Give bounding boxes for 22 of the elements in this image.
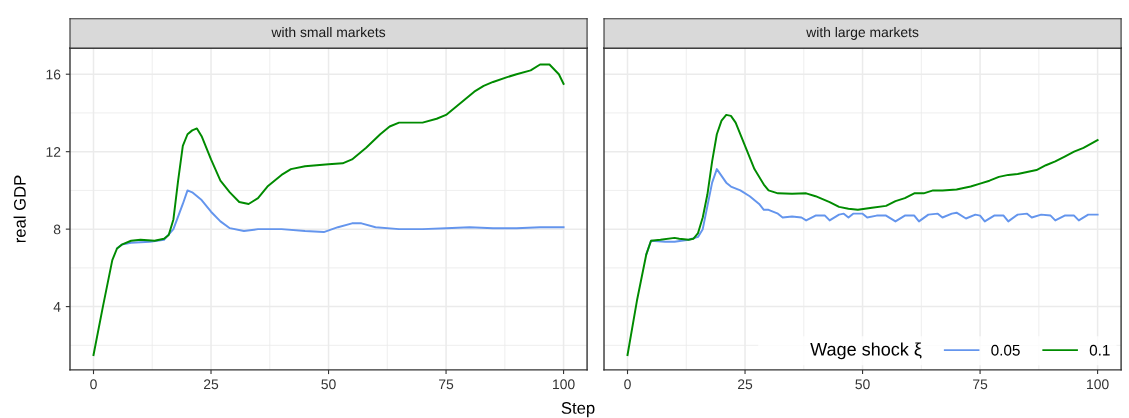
x-tick-label: 100 xyxy=(553,379,575,390)
y-tick-label: 4 xyxy=(53,302,61,312)
x-tick-label: 0 xyxy=(624,379,631,390)
y-tick-label: 16 xyxy=(46,69,61,80)
legend-label: 0.05 xyxy=(991,344,1020,356)
x-tick-label: 100 xyxy=(1087,379,1109,390)
line-series xyxy=(92,63,565,356)
x-tick-label: 50 xyxy=(855,379,870,390)
x-tick-label: 0 xyxy=(90,379,97,390)
x-tick-label: 75 xyxy=(439,379,454,390)
x-tick-label: 25 xyxy=(738,379,753,390)
chart-title: with large markets xyxy=(806,26,919,40)
chart-title: with small markets xyxy=(271,26,386,38)
x-tick-label: 50 xyxy=(321,379,336,390)
x-tick-label: 75 xyxy=(973,379,988,390)
legend-title: Wage shock ξ xyxy=(810,342,922,360)
x-axis-title: Step xyxy=(561,402,595,418)
x-tick-label: 25 xyxy=(204,379,219,390)
legend-label: 0.1 xyxy=(1089,344,1110,356)
y-tick-label: 8 xyxy=(53,224,61,235)
y-tick-label: 12 xyxy=(46,147,61,157)
y-axis-title: real GDP xyxy=(13,175,26,243)
